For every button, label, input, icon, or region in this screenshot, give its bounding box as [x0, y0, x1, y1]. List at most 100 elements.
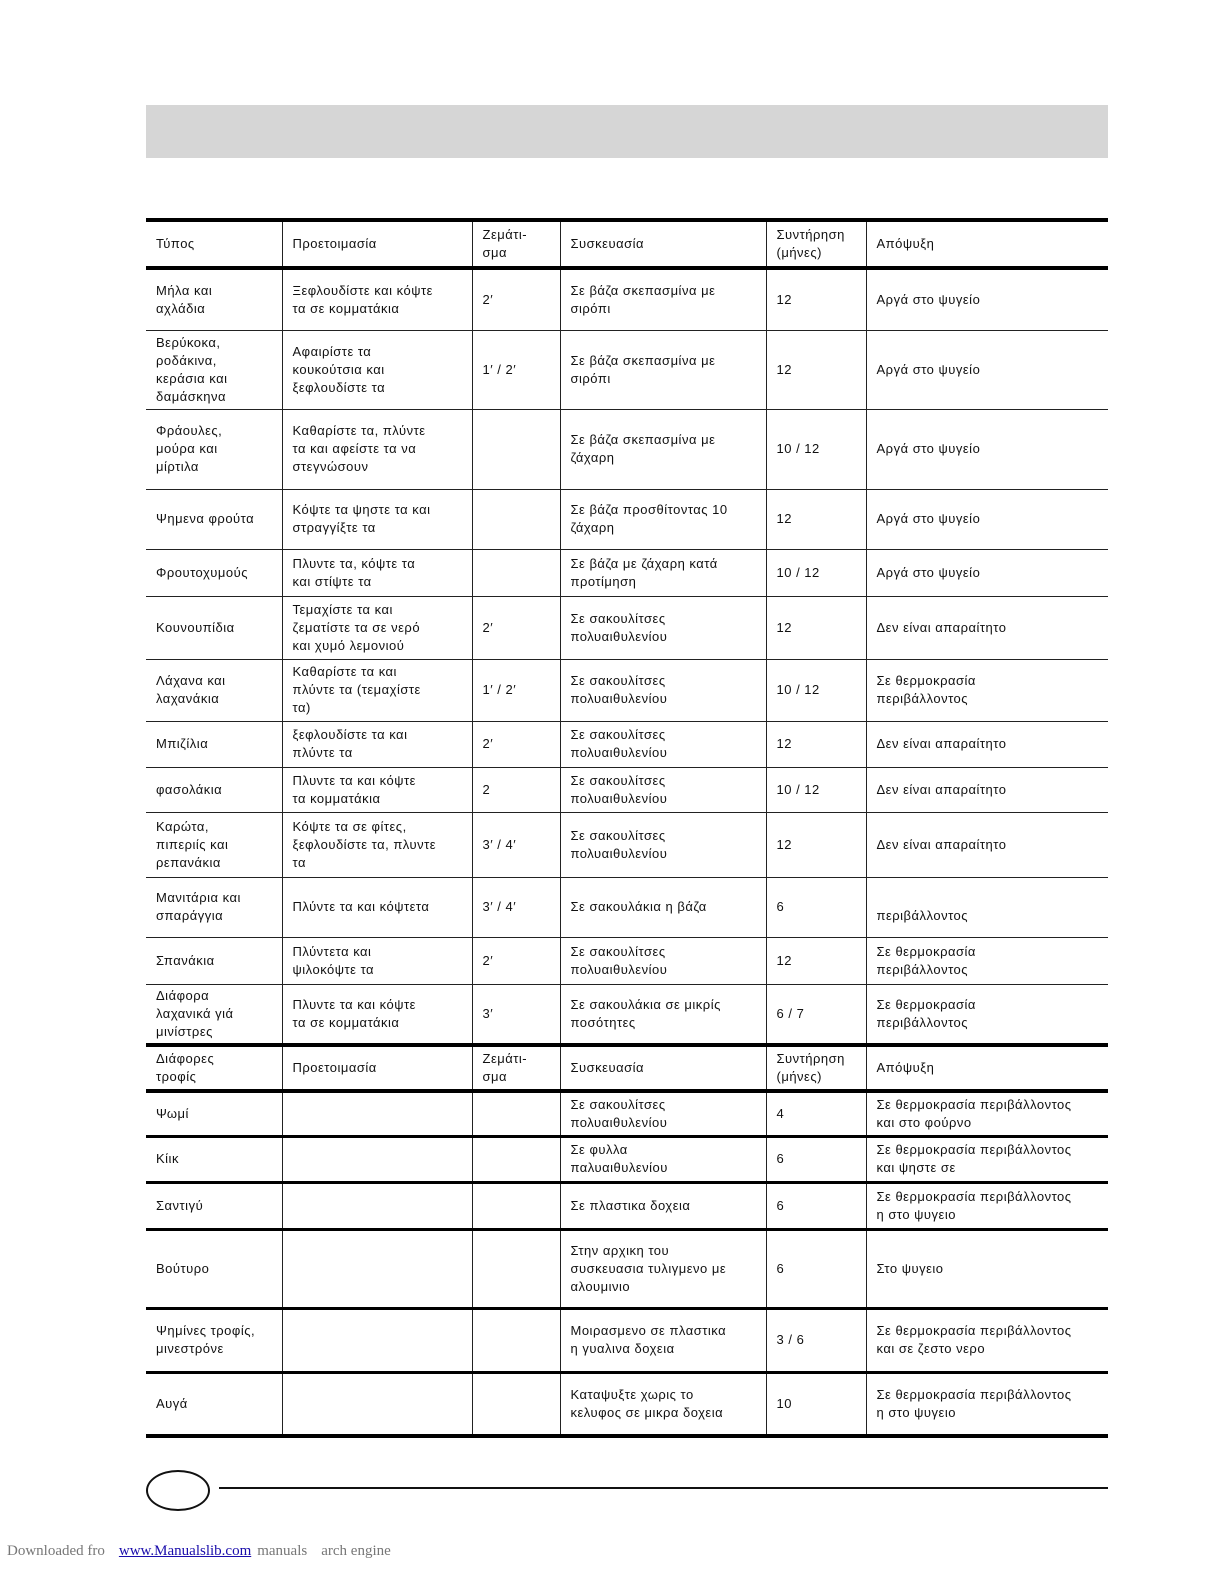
cell-thawing: Σε θερμοκρασία περιβάλλοντος	[865, 983, 1108, 1047]
table-row: Βούτυρο Στην αρχικη του συσκευασια τυλιγμ…	[146, 1228, 1108, 1310]
cell-preparation	[281, 1228, 473, 1310]
freezing-table: Τύπος Προετοιμασία Ζεμάτι- σμα Συσκευασία Συ…	[146, 218, 1108, 1438]
cell-storage-months: 12	[765, 811, 867, 878]
cell-blanching: 2′	[471, 595, 561, 660]
cell-packaging: Σε σακουλίτσες πολυαιθυλενίου	[559, 811, 767, 878]
cell-packaging: Σε φυλλα παλυαιθυλενίου	[559, 1135, 767, 1184]
table-row: Σπανάκια Πλύντετα και ψιλοκόψτε τα 2′ Σε σα…	[146, 936, 1108, 985]
cell-blanching	[471, 1135, 561, 1184]
table-row: Φράουλες, μούρα και μίρτιλα Καθαρίστε τα,…	[146, 408, 1108, 490]
cell-type: Διάφορα λαχανικά γιά μινίστρες	[146, 983, 283, 1047]
cell-packaging: Σε σακουλάκια σε μικρίς ποσότητες	[559, 983, 767, 1047]
cell-type: Κίικ	[146, 1135, 283, 1184]
cell-blanching: 1′ / 2′	[471, 658, 561, 722]
cell-blanching	[471, 1228, 561, 1310]
cell-type: Λάχανα και λαχανάκια	[146, 658, 283, 722]
cell-storage-months: 6	[765, 876, 867, 938]
cell-thawing: Απόψυξη	[865, 1043, 1108, 1093]
cell-blanching	[471, 408, 561, 490]
cell-type: Μπιζίλια	[146, 720, 283, 768]
cell-packaging: Σε σακουλίτσες πολυαιθυλενίου	[559, 658, 767, 722]
cell-packaging: Συσκευασία	[559, 1043, 767, 1093]
cell-thawing: Δεν είναι απαραίτητο	[865, 595, 1108, 660]
footer-rule	[219, 1487, 1108, 1489]
cell-type: Μήλα και αχλάδια	[146, 267, 283, 331]
cell-storage-months: 12	[765, 488, 867, 550]
cell-packaging: Σε βάζα προσθίτοντας 10 ζάχαρη	[559, 488, 767, 550]
cell-packaging: Μοιρασμενο σε πλαστικα η γυαλινα δοχεια	[559, 1307, 767, 1374]
cell-storage-months: 10 / 12	[765, 766, 867, 813]
cell-preparation	[281, 1181, 473, 1231]
cell-packaging: Σε σακουλίτσες πολυαιθυλενίου	[559, 595, 767, 660]
cell-storage-months: Συντήρηση (μήνες)	[765, 1043, 867, 1093]
table-row: Αυγά Καταψυξτε χωρις το κελυφος σε μικρα …	[146, 1371, 1108, 1438]
cell-storage-months: 4	[765, 1090, 867, 1138]
cell-packaging: Καταψυξτε χωρις το κελυφος σε μικρα δοχε…	[559, 1371, 767, 1438]
cell-packaging: Σε σακουλίτσες πολυαιθυλενίου	[559, 1090, 767, 1138]
cell-storage-months: 12	[765, 267, 867, 331]
cell-blanching	[471, 1181, 561, 1231]
cell-storage-months: 6	[765, 1135, 867, 1184]
cell-preparation: Πλυντε τα και κόψτε τα σε κομματάκια	[281, 983, 473, 1047]
cell-type: φασολάκια	[146, 766, 283, 813]
cell-packaging: Σε βάζα σκεπασμίνα με σιρόπι	[559, 267, 767, 331]
table-row: Φρουτοχυμούς Πλυντε τα, κόψτε τα και στίψ…	[146, 548, 1108, 597]
cell-preparation: ξεφλουδίστε τα και πλύντε τα	[281, 720, 473, 768]
cell-blanching	[471, 548, 561, 597]
download-prefix: Downloaded fro	[7, 1543, 105, 1559]
cell-type: Σπανάκια	[146, 936, 283, 985]
cell-blanching: 3′	[471, 983, 561, 1047]
cell-thawing: Δεν είναι απαραίτητο	[865, 811, 1108, 878]
manualslib-link[interactable]: www.Manualslib.com	[118, 1543, 252, 1559]
cell-thawing: Στο ψυγειο	[865, 1228, 1108, 1310]
cell-blanching: 2′	[471, 936, 561, 985]
cell-preparation: Κόψτε τα ψηστε τα και στραγγίξτε τα	[281, 488, 473, 550]
footer-text-search: arch engine	[321, 1543, 391, 1559]
cell-blanching: Ζεμάτι- σμα	[471, 1043, 561, 1093]
cell-storage-months: 12	[765, 329, 867, 410]
table-row: Μήλα και αχλάδια Ξεφλουδίστε και κόψτε τα…	[146, 267, 1108, 331]
cell-packaging: Σε πλαστικα δοχεια	[559, 1181, 767, 1231]
cell-type: Διάφορες τροφίς	[146, 1043, 283, 1093]
cell-blanching: 2	[471, 766, 561, 813]
download-footer: Downloaded fro www.Manualslib.com manuals a…	[7, 1543, 391, 1560]
cell-preparation	[281, 1090, 473, 1138]
cell-thawing: Σε θερμοκρασία περιβάλλοντος	[865, 658, 1108, 722]
footer-text-manuals: manuals	[257, 1543, 308, 1559]
cell-thawing: Δεν είναι απαραίτητο	[865, 720, 1108, 768]
cell-type: Ψημίνες τροφίς, μινεστρόνε	[146, 1307, 283, 1374]
cell-blanching	[471, 1090, 561, 1138]
cell-preparation: Καθαρίστε τα και πλύντε τα (τεμαχίστε τα…	[281, 658, 473, 722]
cell-thawing: Αργά στο ψυγείο	[865, 488, 1108, 550]
cell-type: Φράουλες, μούρα και μίρτιλα	[146, 408, 283, 490]
cell-preparation: Προετοιμασία	[281, 1043, 473, 1093]
table-row: Ψημενα φρούτα Κόψτε τα ψηστε τα και στραγ…	[146, 488, 1108, 550]
cell-thawing: Σε θερμοκρασία περιβάλλοντος και ψηστε σ…	[865, 1135, 1108, 1184]
cell-preparation: Πλυντε τα, κόψτε τα και στίψτε τα	[281, 548, 473, 597]
table-header-row: Τύπος Προετοιμασία Ζεμάτι- σμα Συσκευασία Συ…	[146, 218, 1108, 270]
cell-type: Ψημενα φρούτα	[146, 488, 283, 550]
cell-preparation	[281, 1135, 473, 1184]
cell-preparation: Προετοιμασία	[281, 218, 473, 270]
cell-storage-months: 12	[765, 720, 867, 768]
table-row: Καρώτα, πιπεριίς και ρεπανάκια Κόψτε τα σ…	[146, 811, 1108, 878]
cell-preparation	[281, 1371, 473, 1438]
table-row: Διάφορα λαχανικά γιά μινίστρες Πλυντε τα…	[146, 983, 1108, 1047]
cell-blanching	[471, 488, 561, 550]
cell-type: Βερύκοκα, ροδάκινα, κεράσια και δαμάσκην…	[146, 329, 283, 410]
cell-thawing: Σε θερμοκρασία περιβάλλοντος	[865, 936, 1108, 985]
cell-thawing: Σε θερμοκρασία περιβάλλοντος η στο ψυγει…	[865, 1181, 1108, 1231]
cell-blanching: 3′ / 4′	[471, 876, 561, 938]
cell-blanching: 2′	[471, 267, 561, 331]
cell-thawing: περιβάλλοντος	[865, 876, 1108, 938]
cell-packaging: Σε σακουλίτσες πολυαιθυλενίου	[559, 766, 767, 813]
cell-type: Αυγά	[146, 1371, 283, 1438]
table-row: Βερύκοκα, ροδάκινα, κεράσια και δαμάσκην…	[146, 329, 1108, 410]
cell-type: Σαντιγύ	[146, 1181, 283, 1231]
cell-storage-months: 10 / 12	[765, 548, 867, 597]
cell-blanching	[471, 1371, 561, 1438]
cell-preparation: Πλύντε τα και κόψτετα	[281, 876, 473, 938]
table-row: φασολάκια Πλυντε τα και κόψτε τα κομματάκ…	[146, 766, 1108, 813]
cell-preparation: Πλυντε τα και κόψτε τα κομματάκια	[281, 766, 473, 813]
cell-thawing: Απόψυξη	[865, 218, 1108, 270]
